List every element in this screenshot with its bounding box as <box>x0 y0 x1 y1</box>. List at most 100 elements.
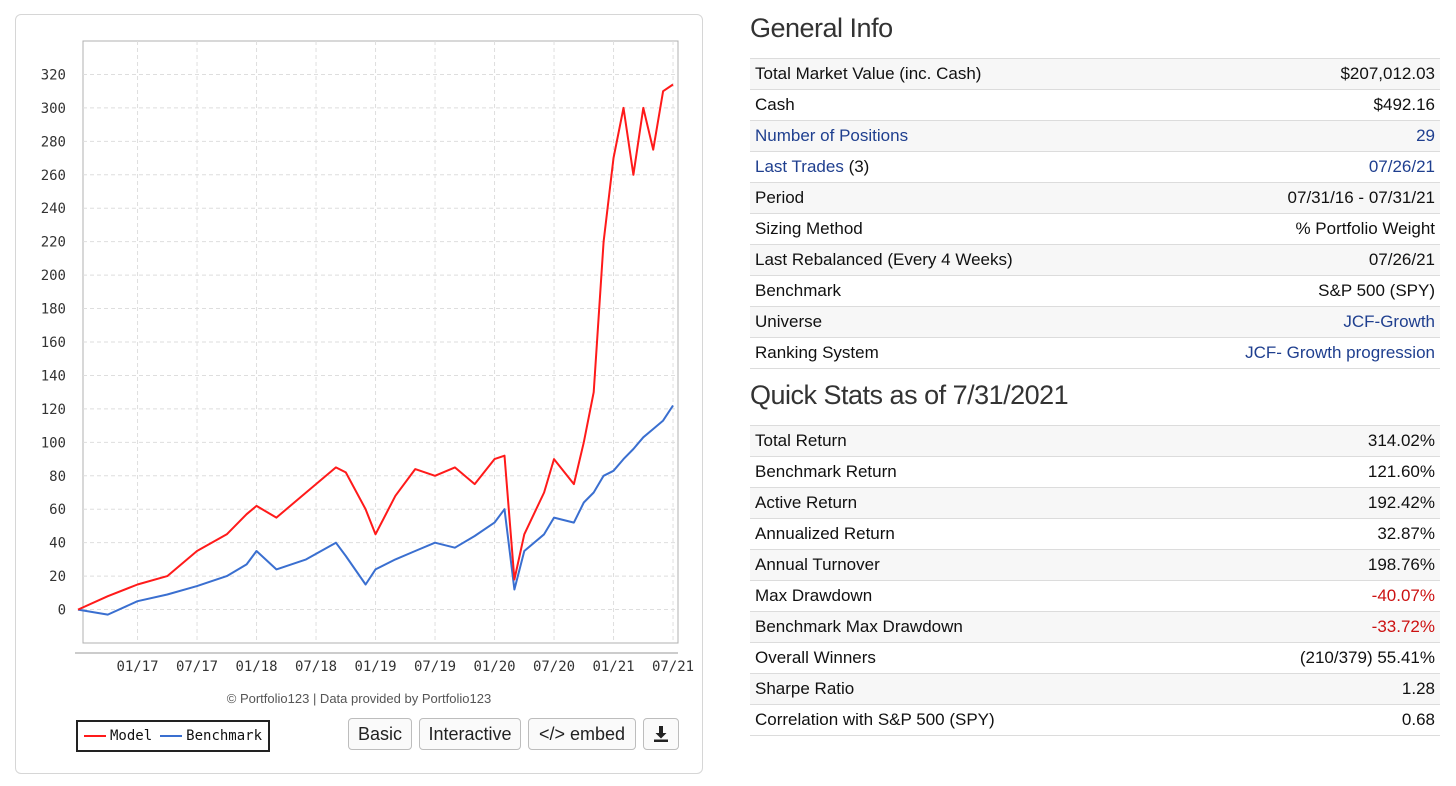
legend-item-benchmark[interactable]: Benchmark <box>160 728 262 744</box>
table-row: Cash $492.16 <box>750 89 1440 121</box>
row-label: Ranking System <box>750 337 1145 369</box>
last-trades-link[interactable]: Last Trades <box>755 157 844 176</box>
embed-button[interactable]: </> embed <box>528 718 636 750</box>
last-trades-date-link[interactable]: 07/26/21 <box>1144 151 1440 183</box>
x-tick-label: 01/19 <box>354 659 396 675</box>
table-row: Annual Turnover 198.76% <box>750 549 1440 581</box>
legend-item-model[interactable]: Model <box>84 728 152 744</box>
row-label: Correlation with S&P 500 (SPY) <box>750 704 1187 736</box>
row-label: Benchmark Return <box>750 456 1187 488</box>
y-tick-label: 320 <box>41 67 66 83</box>
x-tick-label: 01/17 <box>116 659 158 675</box>
row-label: Total Return <box>750 425 1187 457</box>
table-row: Benchmark Return 121.60% <box>750 456 1440 488</box>
row-value: % Portfolio Weight <box>1144 213 1440 245</box>
series-line-benchmark <box>77 404 674 616</box>
x-tick-label: 07/20 <box>533 659 575 675</box>
table-row: Max Drawdown -40.07% <box>750 580 1440 612</box>
download-icon <box>654 726 668 742</box>
y-tick-label: 80 <box>49 469 66 485</box>
x-tick-label: 01/18 <box>235 659 277 675</box>
row-value: (210/379) 55.41% <box>1186 642 1440 674</box>
table-row: Sharpe Ratio 1.28 <box>750 673 1440 705</box>
ranking-system-link[interactable]: JCF- Growth progression <box>1144 337 1440 369</box>
x-tick-label: 07/19 <box>414 659 456 675</box>
x-tick-label: 07/21 <box>652 659 694 675</box>
performance-chart: 0 20 40 60 80 100 120 140 160 180 200 220 240 260 280 3… <box>41 40 694 675</box>
download-button[interactable] <box>643 718 679 750</box>
table-row: Last Trades (3) 07/26/21 <box>750 151 1440 183</box>
y-tick-label: 260 <box>41 168 66 184</box>
row-label: Cash <box>750 89 1145 121</box>
row-value: 07/26/21 <box>1144 244 1440 276</box>
row-label: Annual Turnover <box>750 549 1187 581</box>
row-value: 192.42% <box>1186 487 1440 519</box>
y-tick-label: 200 <box>41 268 66 284</box>
row-value: 32.87% <box>1186 518 1440 550</box>
row-label: Last Trades (3) <box>750 151 1145 183</box>
positions-count-link[interactable]: 29 <box>1144 120 1440 152</box>
table-row: Last Rebalanced (Every 4 Weeks) 07/26/21 <box>750 244 1440 276</box>
table-row: Total Return 314.02% <box>750 425 1440 457</box>
table-row: Number of Positions 29 <box>750 120 1440 152</box>
row-value: 314.02% <box>1186 425 1440 457</box>
x-tick-label: 01/21 <box>592 659 634 675</box>
series-line-model <box>77 83 674 611</box>
y-tick-label: 60 <box>49 502 66 518</box>
table-row: Correlation with S&P 500 (SPY) 0.68 <box>750 704 1440 736</box>
table-row: Benchmark Max Drawdown -33.72% <box>750 611 1440 643</box>
row-label: Sizing Method <box>750 213 1145 245</box>
general-info-table: Total Market Value (inc. Cash) $207,012.… <box>750 58 1440 369</box>
row-label: Benchmark <box>750 275 1145 307</box>
table-row: Benchmark S&P 500 (SPY) <box>750 275 1440 307</box>
row-label: Overall Winners <box>750 642 1187 674</box>
legend-swatch-benchmark <box>160 735 183 737</box>
number-of-positions-link[interactable]: Number of Positions <box>750 120 1145 152</box>
general-info-title: General Info <box>750 13 893 43</box>
legend-label-model: Model <box>110 728 153 744</box>
table-row: Total Market Value (inc. Cash) $207,012.… <box>750 58 1440 90</box>
y-tick-label: 40 <box>49 536 66 552</box>
x-tick-label: 01/20 <box>473 659 515 675</box>
row-value: 121.60% <box>1186 456 1440 488</box>
y-tick-label: 240 <box>41 201 66 217</box>
y-tick-label: 220 <box>41 235 66 251</box>
last-trades-count: (3) <box>848 157 870 176</box>
table-row: Ranking System JCF- Growth progression <box>750 337 1440 369</box>
interactive-button[interactable]: Interactive <box>419 718 521 750</box>
table-row: Active Return 192.42% <box>750 487 1440 519</box>
y-tick-label: 280 <box>41 134 66 150</box>
y-tick-label: 20 <box>49 569 66 585</box>
row-value: -33.72% <box>1186 611 1440 643</box>
row-value: -40.07% <box>1186 580 1440 612</box>
legend-label-benchmark: Benchmark <box>186 728 263 744</box>
y-tick-label: 300 <box>41 101 66 117</box>
table-row: Annualized Return 32.87% <box>750 518 1440 550</box>
row-label: Sharpe Ratio <box>750 673 1187 705</box>
universe-link[interactable]: JCF-Growth <box>1144 306 1440 338</box>
chart-legend: Model Benchmark <box>76 720 271 752</box>
y-tick-label: 160 <box>41 335 66 351</box>
row-value: 07/31/16 - 07/31/21 <box>1144 182 1440 214</box>
row-value: 198.76% <box>1186 549 1440 581</box>
row-label: Universe <box>750 306 1145 338</box>
legend-swatch-model <box>84 735 106 737</box>
basic-button[interactable]: Basic <box>348 718 412 750</box>
chart-credit: © Portfolio123 | Data provided by Portfo… <box>226 691 492 706</box>
y-tick-label: 120 <box>41 402 66 418</box>
row-value: $492.16 <box>1144 89 1440 121</box>
table-row: Period 07/31/16 - 07/31/21 <box>750 182 1440 214</box>
table-row: Overall Winners (210/379) 55.41% <box>750 642 1440 674</box>
y-tick-label: 0 <box>58 603 66 619</box>
y-tick-label: 140 <box>41 368 66 384</box>
row-label: Annualized Return <box>750 518 1187 550</box>
x-tick-label: 07/17 <box>176 659 218 675</box>
row-label: Active Return <box>750 487 1187 519</box>
chart-panel: 0 20 40 60 80 100 120 140 160 180 200 220 240 260 280 3… <box>15 14 703 774</box>
y-tick-label: 100 <box>41 435 66 451</box>
quick-stats-table: Total Return 314.02% Benchmark Return 12… <box>750 425 1440 736</box>
quick-stats-title: Quick Stats as of 7/31/2021 <box>750 380 1069 410</box>
row-value: 0.68 <box>1186 704 1440 736</box>
row-value: S&P 500 (SPY) <box>1144 275 1440 307</box>
row-label: Max Drawdown <box>750 580 1187 612</box>
